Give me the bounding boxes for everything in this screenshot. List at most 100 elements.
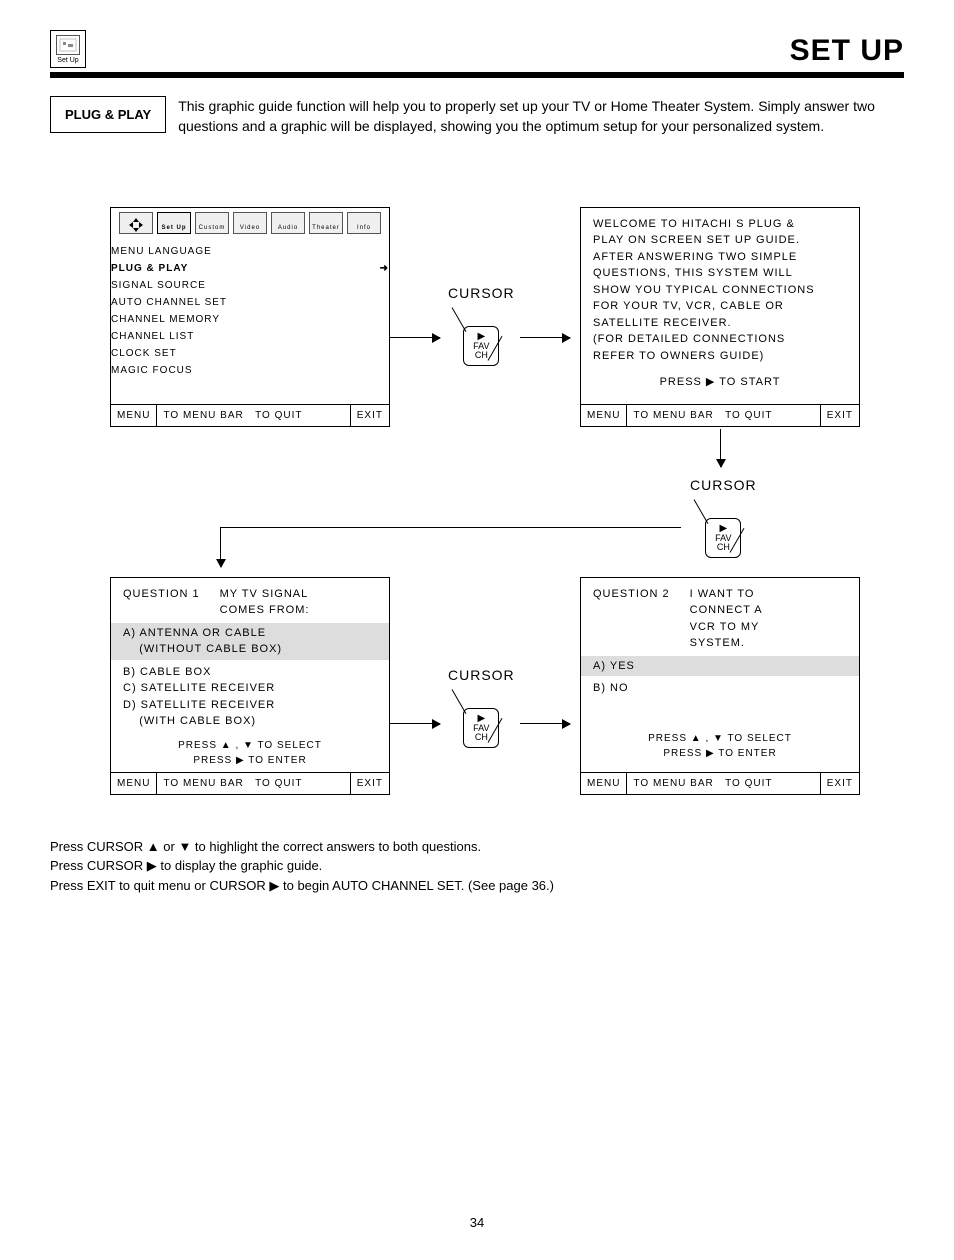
q1-prompt-line: COMES FROM: [220, 602, 310, 619]
welcome-line: FOR YOUR TV, VCR, CABLE OR [593, 298, 847, 315]
arrow-right-icon [520, 723, 570, 724]
welcome-line: REFER TO OWNERS GUIDE) [593, 348, 847, 365]
q2-prompt-line: SYSTEM. [690, 635, 763, 652]
menu-item[interactable]: SIGNAL SOURCE [111, 277, 389, 294]
footer-tobar: TO MENU BAR TO QUIT [627, 405, 819, 426]
q1-opt-d-line: (WITH CABLE BOX) [123, 713, 377, 730]
header-row: Set Up SET UP [50, 30, 904, 68]
q1-enter-instr: PRESS ▶ TO ENTER [123, 753, 377, 768]
setup-icon-inner [56, 35, 80, 55]
panel-question-1: QUESTION 1 MY TV SIGNAL COMES FROM: A) A… [110, 577, 390, 795]
fav-line2: CH [717, 543, 730, 552]
tab-setup[interactable]: Set Up [157, 212, 191, 234]
menu-list: MENU LANGUAGE PLUG & PLAY ➜ SIGNAL SOURCE… [111, 239, 389, 383]
panel-footer: MENU TO MENU BAR TO QUIT EXIT [111, 772, 389, 794]
cursor-label: CURSOR [448, 285, 515, 301]
cursor-block-right: CURSOR ▶ FAV CH [690, 477, 757, 559]
q1-header: QUESTION 1 MY TV SIGNAL COMES FROM: [123, 586, 377, 619]
footer-exit[interactable]: EXIT [350, 773, 389, 794]
footer-menu[interactable]: MENU [111, 773, 157, 794]
q1-option-b[interactable]: B) CABLE BOX [123, 664, 377, 681]
cursor-block-bottom: CURSOR ▶ FAV CH [448, 667, 515, 749]
menu-item[interactable]: CHANNEL LIST [111, 328, 389, 345]
q1-opt-a-line: (WITHOUT CABLE BOX) [123, 641, 377, 658]
welcome-line: SATELLITE RECEIVER. [593, 315, 847, 332]
q1-prompt-line: MY TV SIGNAL [220, 586, 310, 603]
q2-option-b[interactable]: B) NO [593, 680, 847, 697]
title-rule [50, 72, 904, 78]
menu-item[interactable]: CHANNEL MEMORY [111, 311, 389, 328]
arrow-down-icon [720, 429, 721, 467]
flow-line [220, 527, 680, 528]
panel-footer: MENU TO MENU BAR TO QUIT EXIT [581, 404, 859, 426]
panel-menu: Set Up Custom Video Audio Theater Info M… [110, 207, 390, 427]
press-start: PRESS ▶ TO START [593, 374, 847, 391]
menu-item[interactable]: MENU LANGUAGE [111, 243, 389, 260]
flow-line [680, 527, 681, 528]
menu-item-selected[interactable]: PLUG & PLAY ➜ [111, 260, 389, 277]
menu-tab-row: Set Up Custom Video Audio Theater Info [111, 208, 389, 239]
setup-icon-label: Set Up [57, 57, 78, 64]
setup-icon: Set Up [50, 30, 86, 68]
footer-exit[interactable]: EXIT [820, 773, 859, 794]
intro-text: This graphic guide function will help yo… [178, 96, 904, 137]
note-line: Press EXIT to quit menu or CURSOR ▶ to b… [50, 876, 904, 896]
q1-opt-a-line: A) ANTENNA OR CABLE [123, 625, 377, 642]
footer-tobar: TO MENU BAR TO QUIT [157, 405, 349, 426]
fav-ch-button[interactable]: ▶ FAV CH [705, 518, 741, 558]
fav-line2: CH [475, 351, 488, 360]
q2-enter-instr: PRESS ▶ TO ENTER [593, 746, 847, 761]
q1-opt-d-line: D) SATELLITE RECEIVER [123, 697, 377, 714]
tab-theater[interactable]: Theater [309, 212, 343, 234]
q2-select-instr: PRESS ▲ , ▼ TO SELECT [593, 731, 847, 746]
fav-ch-button[interactable]: ▶ FAV CH [463, 708, 499, 748]
fav-line2: CH [475, 733, 488, 742]
cursor-diag-line [452, 307, 467, 332]
welcome-line: AFTER ANSWERING TWO SIMPLE [593, 249, 847, 266]
note-line: Press CURSOR ▲ or ▼ to highlight the cor… [50, 837, 904, 857]
menu-item-label: PLUG & PLAY [111, 263, 188, 274]
q1-body: QUESTION 1 MY TV SIGNAL COMES FROM: A) A… [111, 578, 389, 772]
selected-arrow-icon: ➜ [380, 261, 389, 276]
q2-option-a[interactable]: A) YES [581, 656, 859, 677]
menu-item[interactable]: MAGIC FOCUS [111, 362, 389, 379]
footer-menu[interactable]: MENU [111, 405, 157, 426]
q2-prompt-line: I WANT TO [690, 586, 763, 603]
footer-menu[interactable]: MENU [581, 405, 627, 426]
tab-audio[interactable]: Audio [271, 212, 305, 234]
note-line: Press CURSOR ▶ to display the graphic gu… [50, 856, 904, 876]
footer-exit[interactable]: EXIT [350, 405, 389, 426]
panel-question-2: QUESTION 2 I WANT TO CONNECT A VCR TO MY… [580, 577, 860, 795]
menu-item[interactable]: CLOCK SET [111, 345, 389, 362]
q1-option-c[interactable]: C) SATELLITE RECEIVER [123, 680, 377, 697]
q1-option-a[interactable]: A) ANTENNA OR CABLE (WITHOUT CABLE BOX) [111, 623, 389, 660]
tab-custom[interactable]: Custom [195, 212, 229, 234]
arrow-right-icon [390, 723, 440, 724]
arrow-down-icon [220, 527, 221, 567]
page-title: SET UP [790, 34, 904, 68]
instruction-notes: Press CURSOR ▲ or ▼ to highlight the cor… [50, 837, 904, 896]
welcome-line: (FOR DETAILED CONNECTIONS [593, 331, 847, 348]
footer-menu[interactable]: MENU [581, 773, 627, 794]
q2-prompt: I WANT TO CONNECT A VCR TO MY SYSTEM. [690, 586, 763, 652]
q2-body: QUESTION 2 I WANT TO CONNECT A VCR TO MY… [581, 578, 859, 765]
q2-label: QUESTION 2 [593, 586, 670, 652]
menu-item[interactable]: AUTO CHANNEL SET [111, 294, 389, 311]
welcome-line: PLAY ON SCREEN SET UP GUIDE. [593, 232, 847, 249]
arrow-right-icon [520, 337, 570, 338]
panel-footer: MENU TO MENU BAR TO QUIT EXIT [581, 772, 859, 794]
plug-and-play-label: PLUG & PLAY [50, 96, 166, 133]
q1-option-d[interactable]: D) SATELLITE RECEIVER (WITH CABLE BOX) [123, 697, 377, 730]
welcome-line: QUESTIONS, THIS SYSTEM WILL [593, 265, 847, 282]
welcome-body: WELCOME TO HITACHI S PLUG & PLAY ON SCRE… [581, 208, 859, 395]
tab-info[interactable]: Info [347, 212, 381, 234]
q1-prompt: MY TV SIGNAL COMES FROM: [220, 586, 310, 619]
footer-tobar: TO MENU BAR TO QUIT [627, 773, 819, 794]
cursor-diag-line [452, 689, 467, 714]
footer-exit[interactable]: EXIT [820, 405, 859, 426]
tab-video[interactable]: Video [233, 212, 267, 234]
q2-header: QUESTION 2 I WANT TO CONNECT A VCR TO MY… [593, 586, 847, 652]
panel-welcome: WELCOME TO HITACHI S PLUG & PLAY ON SCRE… [580, 207, 860, 427]
fav-ch-button[interactable]: ▶ FAV CH [463, 326, 499, 366]
q2-prompt-line: CONNECT A [690, 602, 763, 619]
